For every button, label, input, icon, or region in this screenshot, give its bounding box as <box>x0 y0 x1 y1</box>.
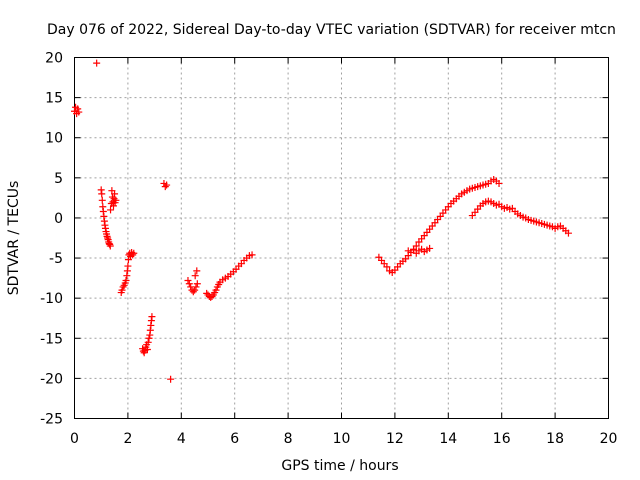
x-tick-label: 4 <box>177 431 186 447</box>
x-tick-label: 16 <box>493 431 511 447</box>
y-axis-label: SDTVAR / TECUs <box>6 181 22 296</box>
y-tick-label: -10 <box>40 291 63 307</box>
series-seg-m <box>468 197 572 237</box>
y-tick-label: 15 <box>45 91 63 107</box>
x-tick-label: 20 <box>600 431 618 447</box>
series-seg-b <box>93 59 101 67</box>
data-point <box>124 262 132 270</box>
data-point <box>193 280 201 288</box>
series-seg-e <box>117 248 138 297</box>
y-tick-label: 0 <box>54 211 63 227</box>
data-point <box>93 59 101 67</box>
series-seg-k <box>375 175 503 276</box>
data-point <box>383 263 391 271</box>
data-point <box>208 293 216 301</box>
y-axis: 20 15 10 5 0 -5 -10 -15 -20 -25 <box>40 51 609 428</box>
x-tick-label: 10 <box>333 431 351 447</box>
x-tick-label: 14 <box>439 431 457 447</box>
data-point <box>75 108 83 116</box>
data-point <box>98 190 106 198</box>
data-point <box>192 283 200 291</box>
data-point <box>106 242 114 250</box>
data-point <box>143 346 151 354</box>
data-point <box>412 242 420 250</box>
x-tick-label: 8 <box>284 431 293 447</box>
data-point <box>163 181 171 189</box>
data-points <box>71 59 572 383</box>
data-point <box>248 251 256 259</box>
series-seg-j <box>203 251 256 301</box>
series-seg-g <box>160 179 171 191</box>
x-axis: 0 2 4 6 8 10 12 14 16 18 20 <box>70 57 618 447</box>
data-point <box>129 251 137 259</box>
data-point <box>111 190 119 198</box>
grid <box>74 57 609 419</box>
data-point <box>564 229 572 237</box>
data-point <box>130 249 138 257</box>
x-tick-label: 6 <box>230 431 239 447</box>
series-seg-c <box>97 186 114 250</box>
data-point <box>109 202 117 210</box>
series-seg-l <box>404 244 434 257</box>
data-point <box>189 288 197 296</box>
y-tick-label: 10 <box>45 131 63 147</box>
y-tick-label: -5 <box>49 251 63 267</box>
data-point <box>107 206 115 214</box>
data-point <box>495 179 503 187</box>
data-point <box>161 183 169 191</box>
data-point <box>191 272 199 280</box>
data-point <box>212 286 220 294</box>
x-tick-label: 0 <box>70 431 79 447</box>
y-tick-label: -25 <box>40 412 63 428</box>
data-point <box>193 267 201 275</box>
y-tick-label: -15 <box>40 331 63 347</box>
series-seg-d <box>107 187 120 214</box>
data-point <box>98 196 106 204</box>
x-tick-label: 2 <box>123 431 132 447</box>
data-point <box>119 283 127 291</box>
data-point <box>184 277 192 285</box>
data-point <box>139 347 147 355</box>
data-point <box>185 280 193 288</box>
x-tick-label: 18 <box>546 431 564 447</box>
data-point <box>167 375 175 383</box>
series-seg-h <box>167 375 175 383</box>
data-point <box>112 196 120 204</box>
data-point <box>191 286 199 294</box>
x-axis-label: GPS time / hours <box>281 458 398 474</box>
data-point <box>74 105 82 113</box>
data-point <box>144 338 152 346</box>
series-seg-a <box>71 103 83 118</box>
chart-title: Day 076 of 2022, Sidereal Day-to-day VTE… <box>47 22 616 38</box>
data-point <box>118 286 126 294</box>
series-seg-i <box>184 267 201 296</box>
y-tick-label: -20 <box>40 371 63 387</box>
data-point <box>145 334 153 342</box>
y-tick-label: 20 <box>45 51 63 67</box>
series-seg-f <box>139 313 156 357</box>
data-point <box>148 313 156 321</box>
x-tick-label: 12 <box>386 431 404 447</box>
data-point <box>122 277 130 285</box>
y-tick-label: 5 <box>54 171 63 187</box>
data-point <box>426 244 434 252</box>
